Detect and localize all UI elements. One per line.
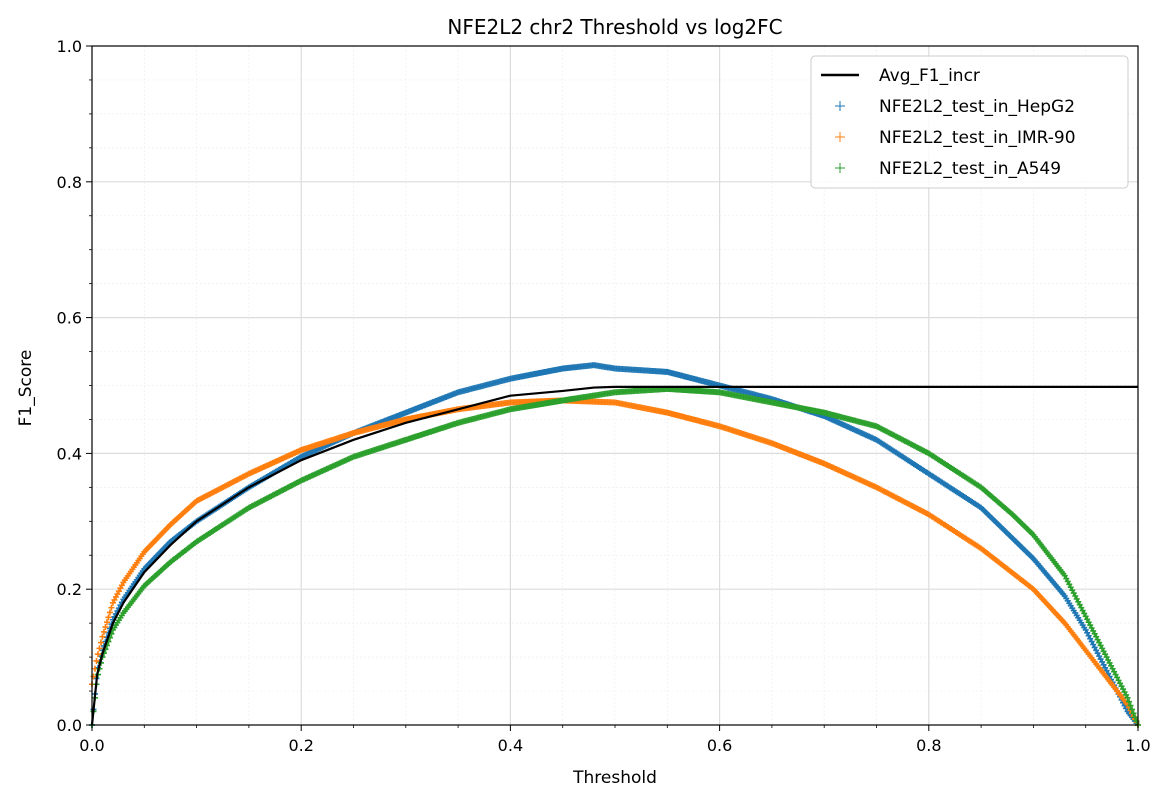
marker: [108, 604, 115, 611]
y-axis-title: F1_Score: [16, 350, 36, 427]
marker: [97, 639, 104, 646]
marker: [1132, 714, 1139, 721]
x-tick-label: 0.0: [79, 736, 104, 755]
series-nfe2l2-test-in-a549: [89, 385, 1141, 728]
series-layer: [89, 362, 1141, 728]
series-nfe2l2-test-in-imr-90: [89, 397, 1141, 728]
y-tick-label: 0.8: [57, 173, 82, 192]
x-axis-title: Threshold: [572, 768, 657, 788]
marker: [1124, 694, 1131, 701]
legend: Avg_F1_incr NFE2L2_test_in_HepG2 NFE2L2_te…: [810, 55, 1129, 189]
marker: [99, 633, 106, 640]
x-tick-label: 0.4: [498, 736, 523, 755]
x-tick-label: 1.0: [1125, 736, 1150, 755]
legend-label: NFE2L2_test_in_HepG2: [879, 97, 1075, 117]
y-tick-label: 0.4: [57, 444, 82, 463]
legend-label: NFE2L2_test_in_A549: [879, 159, 1061, 179]
y-tick-label: 1.0: [57, 37, 82, 56]
y-tick-label: 0.6: [57, 309, 82, 328]
legend-label: Avg_F1_incr: [879, 66, 980, 86]
marker: [94, 651, 101, 658]
marker: [1129, 706, 1136, 713]
x-tick-label: 0.8: [916, 736, 941, 755]
marker: [106, 609, 113, 616]
y-tick-label: 0.2: [57, 580, 82, 599]
y-tick-label: 0.0: [57, 716, 82, 735]
x-tick-label: 0.6: [707, 736, 732, 755]
legend-box: [810, 55, 1129, 189]
legend-swatch-marker: [835, 163, 845, 173]
x-tick-label: 0.2: [288, 736, 313, 755]
legend-label: NFE2L2_test_in_IMR-90: [879, 128, 1076, 148]
marker: [1130, 710, 1137, 717]
marker: [103, 619, 110, 626]
marker: [105, 614, 112, 621]
marker: [1127, 702, 1134, 709]
legend-swatch-marker: [835, 132, 845, 142]
marker: [1126, 698, 1133, 705]
series-line-avg-f1-incr: [90, 385, 1138, 726]
marker: [102, 624, 109, 631]
marker: [93, 657, 100, 664]
marker: [100, 628, 107, 635]
legend-swatch-marker: [835, 101, 845, 111]
marker: [96, 645, 103, 652]
chart-title: NFE2L2 chr2 Threshold vs log2FC: [447, 15, 782, 39]
ticks-layer: 0.0 0.2 0.4 0.6 0.8 1.0 0.0 0.2 0.4 0.6 0.8 1.0: [57, 37, 1151, 755]
